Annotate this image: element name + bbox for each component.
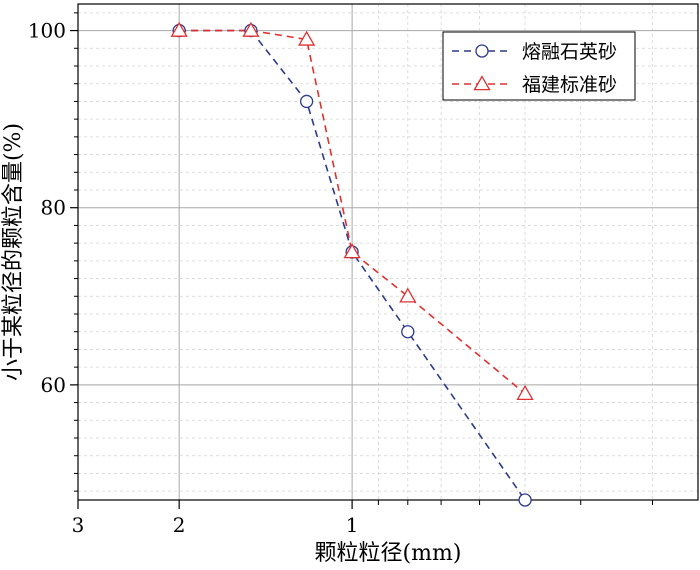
legend-marker-1 xyxy=(475,44,489,58)
legend-label-2: 福建标准砂 xyxy=(522,74,617,96)
series-line-1 xyxy=(179,29,526,501)
series-2-point xyxy=(242,21,260,37)
plot-frame xyxy=(77,3,699,501)
y-axis-title: 小于某粒径的颗粒含量(%) xyxy=(1,123,26,381)
series-2-point xyxy=(298,30,316,46)
x-tick-label: 1 xyxy=(346,513,359,537)
x-tick-label: 2 xyxy=(173,513,186,537)
y-tick-label: 100 xyxy=(28,19,66,43)
series-1-point xyxy=(401,325,415,339)
series-1-point xyxy=(518,493,532,507)
y-tick-label: 60 xyxy=(41,373,66,397)
legend-label-1: 熔融石英砂 xyxy=(522,41,617,63)
series-1-point xyxy=(299,94,314,109)
y-tick-label: 80 xyxy=(41,196,66,220)
series-2-point xyxy=(399,287,417,303)
series-2-point xyxy=(516,384,534,400)
series-2-point xyxy=(343,243,361,259)
x-axis-title: 颗粒粒径(mm) xyxy=(315,541,462,566)
legend-marker-2 xyxy=(473,75,491,91)
series-layer xyxy=(170,21,534,507)
x-tick-label: 3 xyxy=(72,513,85,537)
series-2-point xyxy=(170,21,188,37)
tick-layer: 3 2 1 60 80 100 xyxy=(28,12,654,537)
